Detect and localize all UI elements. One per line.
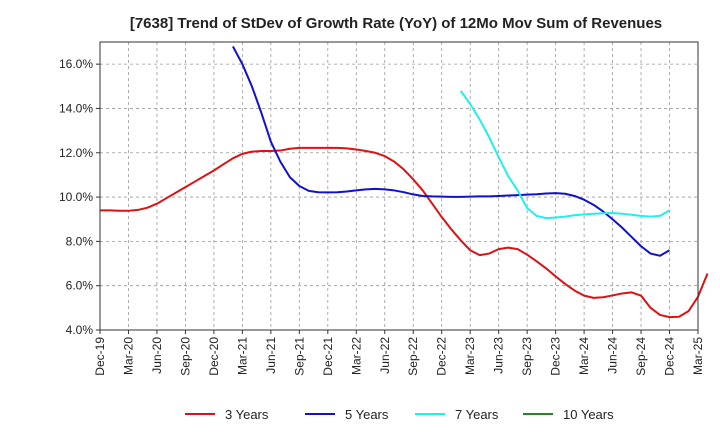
x-axis-ticks: Dec-19 Mar-20 Jun-20 Sep-20 Dec-20 Mar-21 Jun-… <box>93 330 705 376</box>
legend-label: 10 Years <box>563 407 614 422</box>
x-tick-label: Mar-23 <box>463 337 477 375</box>
plot-frame <box>99 41 699 331</box>
x-tick-label: Mar-22 <box>349 337 363 375</box>
x-tick-label: Dec-24 <box>663 337 677 376</box>
y-tick-label: 10.0% <box>59 190 93 204</box>
x-tick-label: Jun-22 <box>378 337 392 374</box>
x-tick-label: Sep-20 <box>178 337 192 376</box>
legend-label: 3 Years <box>225 407 269 422</box>
y-tick-label: 6.0% <box>66 279 94 293</box>
x-tick-label: Jun-23 <box>492 337 506 374</box>
series-layer <box>100 45 709 319</box>
x-tick-label: Sep-24 <box>634 337 648 376</box>
y-tick-label: 14.0% <box>59 101 93 115</box>
x-tick-label: Sep-22 <box>406 337 420 376</box>
legend-item-5-years: 5 Years <box>305 407 389 422</box>
x-tick-label: Dec-22 <box>435 337 449 376</box>
x-tick-label: Jun-24 <box>606 337 620 374</box>
legend-item-3-years: 3 Years <box>185 407 269 422</box>
x-tick-label: Sep-21 <box>292 337 306 376</box>
x-tick-label: Dec-23 <box>549 337 563 376</box>
y-tick-label: 12.0% <box>59 146 93 160</box>
x-tick-label: Sep-23 <box>520 337 534 376</box>
grid-layer <box>100 42 698 330</box>
y-tick-label: 16.0% <box>59 57 93 71</box>
legend-label: 5 Years <box>345 407 389 422</box>
x-tick-label: Mar-20 <box>121 337 135 375</box>
y-tick-label: 4.0% <box>66 323 94 337</box>
x-tick-label: Mar-25 <box>691 337 705 375</box>
y-tick-label: 8.0% <box>66 234 94 248</box>
y-axis-ticks: 4.0% 6.0% 8.0% 10.0% 12.0% 14.0% 16.0% <box>59 57 100 337</box>
x-tick-label: Dec-19 <box>93 337 107 376</box>
x-tick-label: Mar-24 <box>577 337 591 375</box>
legend-item-10-years: 10 Years <box>523 407 614 422</box>
x-tick-label: Dec-21 <box>321 337 335 376</box>
x-tick-label: Dec-20 <box>207 337 221 376</box>
series-line-7-years <box>459 90 671 220</box>
legend-label: 7 Years <box>455 407 499 422</box>
x-tick-label: Jun-21 <box>264 337 278 374</box>
series-line-5-years <box>232 45 671 257</box>
legend-item-7-years: 7 Years <box>415 407 499 422</box>
x-tick-label: Jun-20 <box>150 337 164 374</box>
series-line-3-years <box>100 146 709 319</box>
x-tick-label: Mar-21 <box>235 337 249 375</box>
chart-title: [7638] Trend of StDev of Growth Rate (Yo… <box>130 15 662 32</box>
legend: 3 Years 5 Years 7 Years 10 Years <box>185 407 614 422</box>
